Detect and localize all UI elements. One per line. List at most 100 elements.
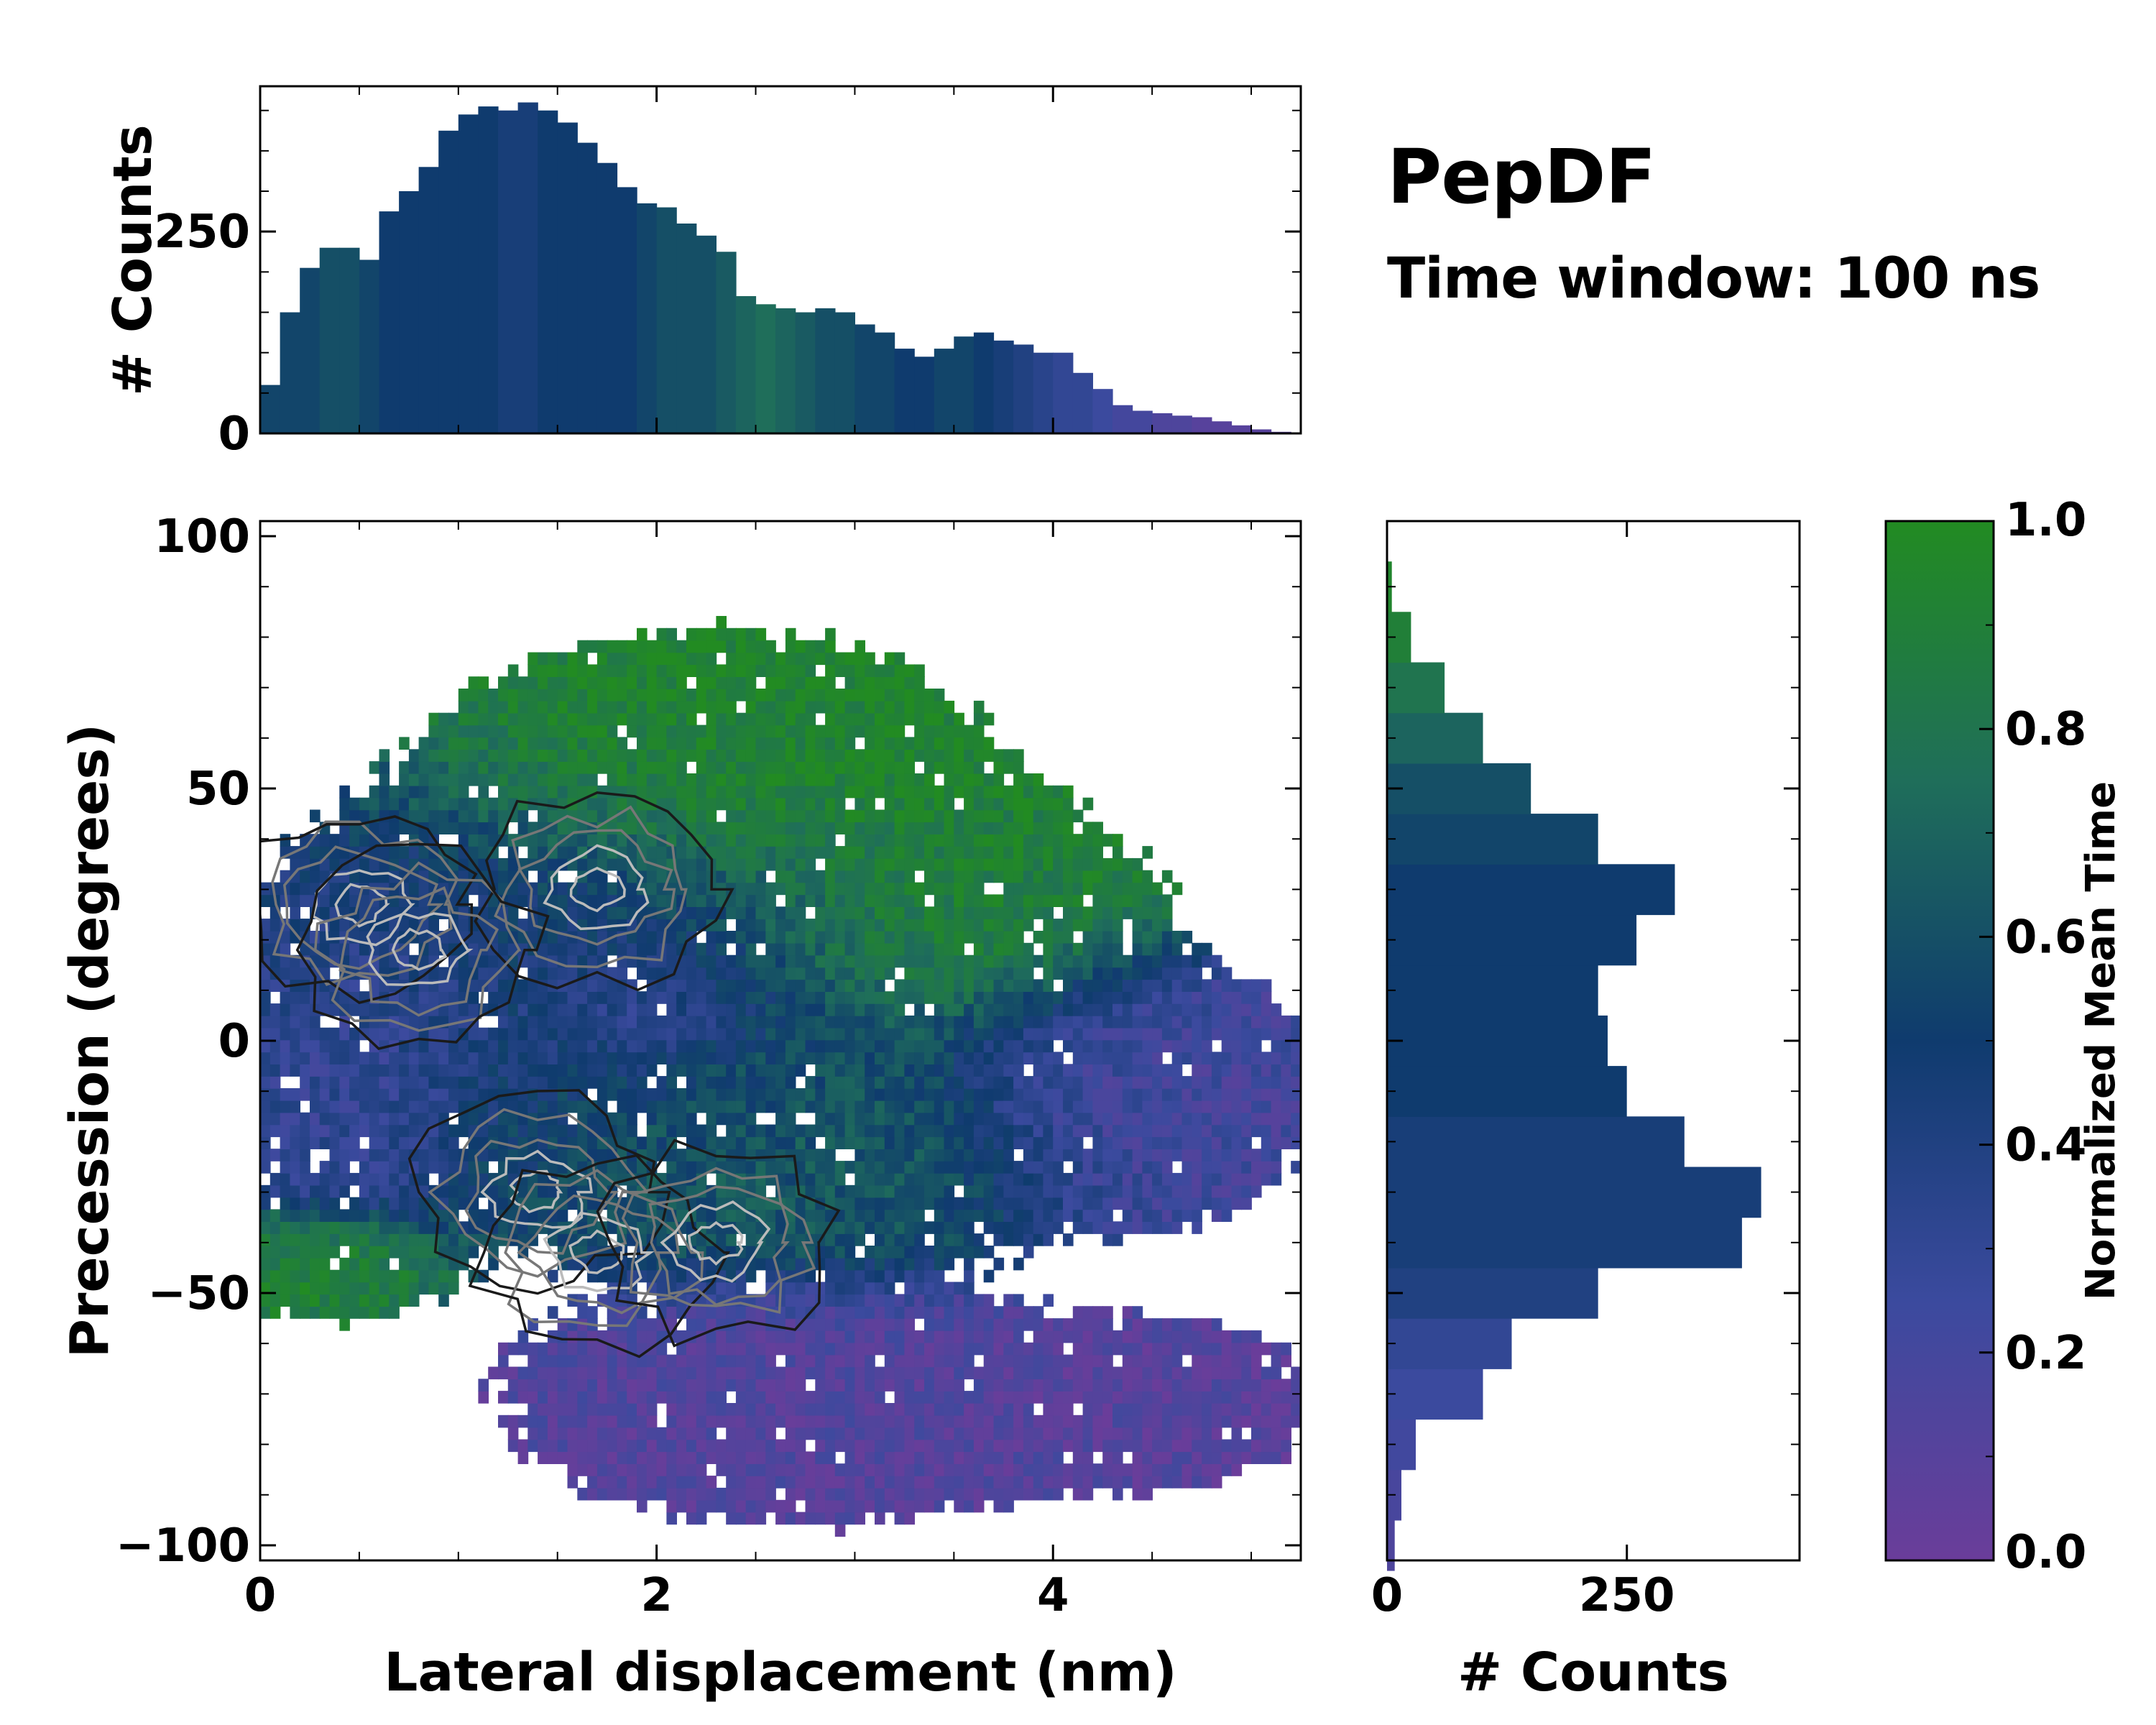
heatmap-cell (875, 1052, 885, 1064)
heatmap-cell (726, 689, 737, 702)
heatmap-cell (676, 846, 687, 859)
heatmap-cell (280, 1112, 291, 1126)
heatmap-cell (408, 1233, 420, 1246)
heatmap-cell (944, 1221, 955, 1234)
heatmap-cell (854, 1463, 865, 1476)
heatmap-cell (964, 1366, 975, 1380)
heatmap-cell (686, 1257, 697, 1271)
heatmap-cell (458, 797, 469, 811)
heatmap-cell (528, 1427, 538, 1440)
heatmap-cell (983, 1403, 995, 1416)
heatmap-cell (607, 712, 618, 726)
heatmap-cell (1013, 1112, 1024, 1126)
heatmap-cell (1003, 1027, 1014, 1041)
heatmap-cell (914, 857, 925, 871)
heatmap-cell (567, 1318, 579, 1331)
heatmap-cell (666, 919, 677, 932)
heatmap-cell (567, 1149, 579, 1162)
heatmap-cell (755, 1391, 767, 1404)
heatmap-cell (329, 1076, 341, 1089)
heatmap-cell (825, 1161, 836, 1174)
heatmap-cell (944, 1306, 955, 1319)
heatmap-cell (408, 1209, 420, 1222)
heatmap-cell (765, 1172, 776, 1186)
heatmap-cell (270, 1233, 281, 1246)
top-histogram-bar (418, 167, 439, 434)
heatmap-cell (706, 1427, 717, 1440)
heatmap-cell (815, 1366, 826, 1380)
heatmap-cell (944, 906, 955, 919)
heatmap-cell (914, 919, 925, 932)
heatmap-cell (904, 857, 915, 871)
heatmap-cell (726, 1076, 737, 1089)
heatmap-cell (1033, 1354, 1044, 1368)
heatmap-cell (914, 1354, 925, 1368)
heatmap-cell (904, 761, 915, 774)
heatmap-cell (894, 1136, 906, 1149)
heatmap-cell (924, 991, 935, 1004)
heatmap-cell (815, 700, 826, 714)
heatmap-cell (567, 1330, 579, 1343)
heatmap-cell (934, 761, 945, 774)
heatmap-cell (834, 1342, 846, 1356)
heatmap-cell (795, 1088, 806, 1101)
heatmap-cell (726, 737, 737, 750)
heatmap-cell (983, 1088, 995, 1101)
heatmap-cell (359, 1221, 370, 1234)
heatmap-cell (696, 761, 707, 774)
heatmap-cell (428, 1209, 439, 1222)
heatmap-cell (854, 834, 865, 847)
heatmap-cell (993, 773, 1005, 786)
heatmap-cell (686, 1451, 697, 1464)
heatmap-cell (735, 1027, 747, 1041)
heatmap-cell (528, 1197, 538, 1210)
heatmap-cell (359, 942, 370, 956)
heatmap-cell (904, 882, 915, 896)
heatmap-cell (607, 676, 618, 689)
heatmap-cell (706, 1015, 717, 1029)
heatmap-cell (964, 1149, 975, 1162)
heatmap-cell (993, 870, 1005, 883)
heatmap-cell (795, 1221, 806, 1234)
heatmap-cell (596, 942, 608, 956)
heatmap-cell (983, 1414, 995, 1428)
heatmap-cell (894, 1112, 906, 1126)
heatmap-cell (557, 652, 568, 666)
heatmap-cell (1072, 1112, 1084, 1126)
heatmap-cell (795, 882, 806, 896)
heatmap-cell (646, 1318, 658, 1331)
heatmap-cell (438, 857, 449, 871)
heatmap-cell (805, 1512, 816, 1525)
heatmap-cell (924, 1403, 935, 1416)
heatmap-cell (805, 919, 816, 932)
heatmap-cell (854, 1100, 865, 1113)
heatmap-cell (349, 942, 360, 956)
heatmap-cell (844, 1463, 856, 1476)
heatmap-cell (716, 967, 727, 980)
heatmap-cell (478, 822, 489, 834)
heatmap-cell (319, 1209, 331, 1222)
heatmap-cell (834, 1184, 846, 1198)
heatmap-cell (755, 1076, 767, 1089)
heatmap-cell (924, 1451, 935, 1464)
heatmap-cell (954, 870, 964, 883)
heatmap-cell (389, 1197, 400, 1210)
heatmap-cell (904, 894, 915, 907)
heatmap-cell (349, 1233, 360, 1246)
heatmap-cell (765, 749, 776, 762)
heatmap-cell (775, 809, 786, 823)
heatmap-cell (1003, 1318, 1014, 1331)
heatmap-cell (785, 954, 796, 968)
heatmap-cell (1013, 942, 1024, 956)
heatmap-cell (805, 1427, 816, 1440)
heatmap-cell (557, 822, 568, 834)
heatmap-cell (815, 870, 826, 883)
heatmap-cell (1043, 967, 1054, 980)
heatmap-cell (865, 1306, 875, 1319)
heatmap-cell (1043, 1439, 1054, 1453)
heatmap-cell (290, 1003, 300, 1016)
heatmap-cell (1043, 1463, 1054, 1476)
heatmap-cell (448, 1197, 459, 1210)
heatmap-cell (627, 676, 637, 689)
heatmap-cell (676, 967, 687, 980)
